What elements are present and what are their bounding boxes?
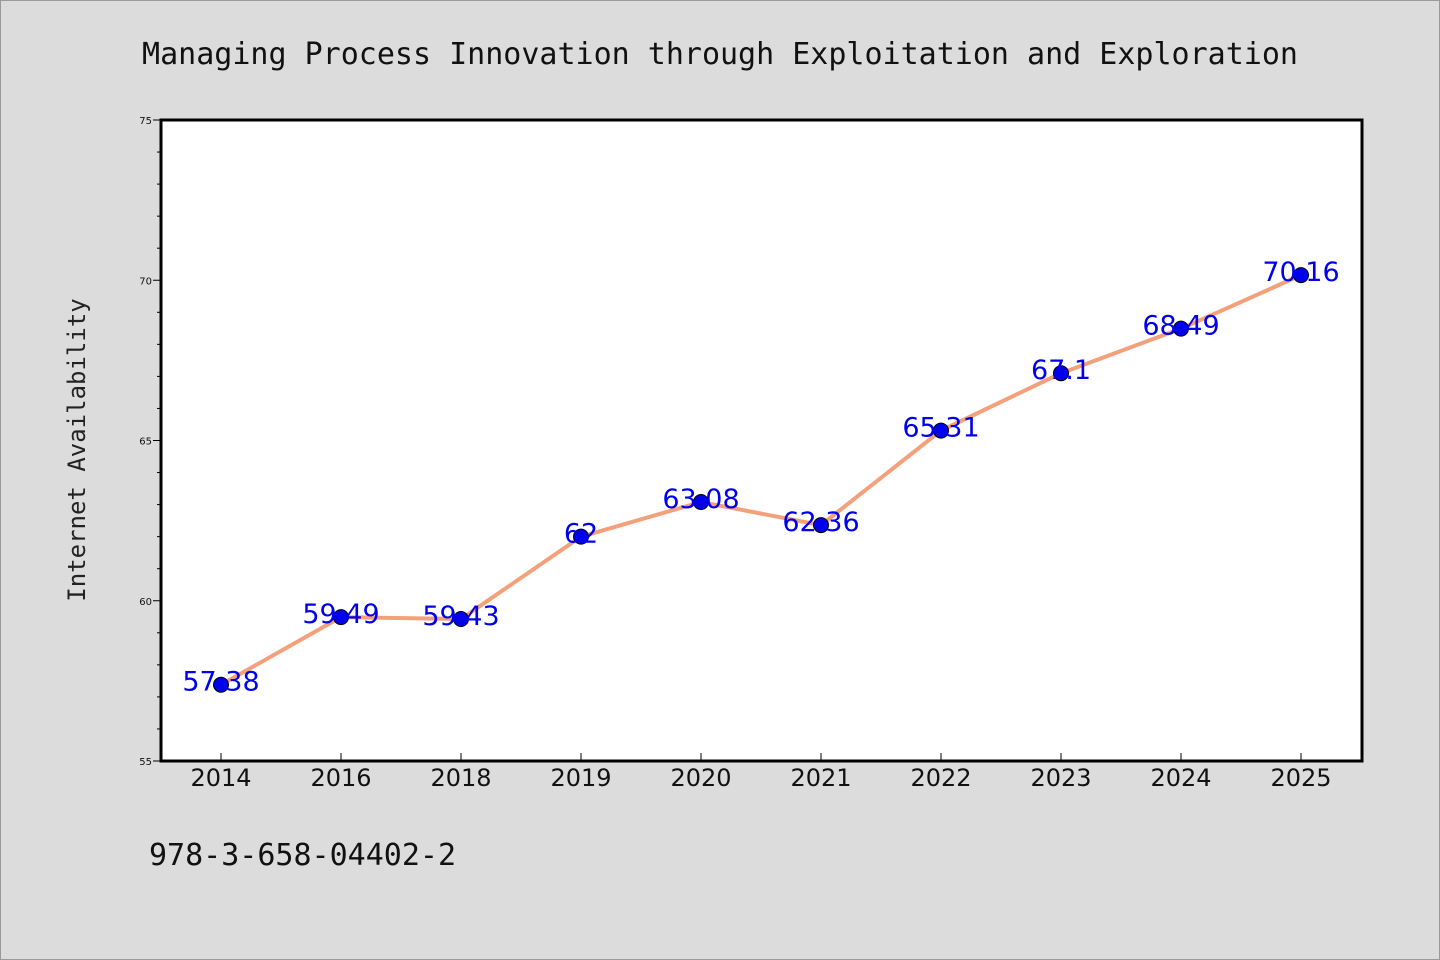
footer-isbn: 978-3-658-04402-2 [149,838,456,873]
data-point [1053,365,1069,382]
x-tick-label: 2016 [310,764,371,792]
y-axis-ticks: 55 60 65 70 75 [139,116,161,768]
data-label: 59.43 [422,601,499,632]
data-labels: 57.38 59.49 59.43 62 63.08 62.36 65.31 67.1 68.4… [182,257,1339,698]
y-tick-label: 60 [139,597,152,608]
x-tick-label: 2021 [790,764,851,792]
data-point [333,609,349,626]
y-tick-label: 55 [139,757,152,768]
data-label: 68.49 [1142,311,1219,342]
data-label: 70.16 [1262,257,1339,288]
data-label: 67.1 [1031,355,1091,386]
y-tick-label: 65 [139,437,152,448]
data-label: 62.36 [782,507,859,538]
data-label: 63.08 [662,484,739,515]
x-tick-label: 2020 [670,764,731,792]
x-tick-label: 2023 [1030,764,1091,792]
y-tick-label: 75 [139,116,152,127]
data-label: 62 [564,519,598,550]
data-label: 65.31 [902,413,979,444]
data-label: 57.38 [182,667,259,698]
data-point [573,528,589,545]
series-line [219,273,1303,687]
chart-title: Managing Process Innovation through Expl… [142,37,1298,72]
x-tick-label: 2024 [1150,764,1211,792]
data-point [693,494,709,511]
data-label: 59.49 [302,599,379,630]
data-point [213,676,229,693]
x-tick-label: 2018 [430,764,491,792]
data-point [1173,320,1189,337]
data-point [813,517,829,534]
x-tick-label: 2022 [910,764,971,792]
plot-area [159,118,1364,763]
y-tick-label: 70 [139,276,152,287]
y-axis-label: Internet Availability [63,298,91,601]
x-tick-label: 2025 [1270,764,1331,792]
x-tick-label: 2014 [190,764,251,792]
data-point [453,611,469,628]
data-point [933,422,949,439]
data-series [213,267,1309,693]
x-axis-ticks: 2014 2016 2018 2019 2020 2021 2022 2023 2024 2025 [190,753,1332,792]
data-point [1293,267,1309,284]
x-tick-label: 2019 [550,764,611,792]
